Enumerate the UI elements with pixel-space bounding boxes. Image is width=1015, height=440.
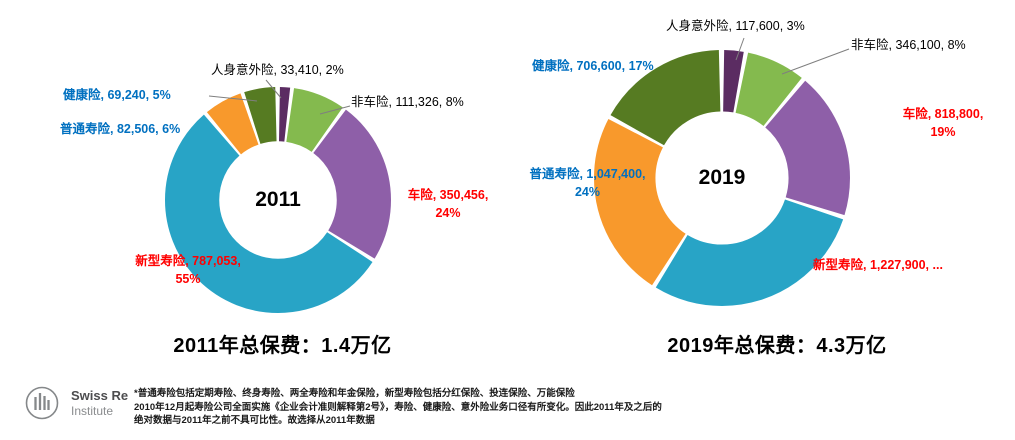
label-line: 普通寿险, 1,047,400, bbox=[529, 167, 646, 181]
label-2019-newlife: 新型寿险, 1,227,900, ... bbox=[813, 258, 943, 272]
label-line: 车险, 818,800, bbox=[902, 107, 984, 121]
footnote-line: *普通寿险包括定期寿险、终身寿险、两全寿险和年金保险，新型寿险包括分红保险、投连… bbox=[134, 388, 575, 399]
donut-chart-2019 bbox=[594, 50, 850, 306]
label-line: 车险, 350,456, bbox=[407, 188, 489, 202]
label-2019-motor: 车险, 818,800, 19% bbox=[888, 105, 998, 141]
footnote-line: 绝对数据与2011年之前不具可比性。故选择从2011年数据 bbox=[134, 415, 375, 426]
donut-segment-新型寿险 bbox=[594, 50, 850, 306]
donut-segment-新型寿险 bbox=[165, 87, 391, 313]
label-2011-accident: 人身意外险, 33,410, 2% bbox=[211, 63, 344, 77]
label-2019-health: 健康险, 706,600, 17% bbox=[532, 59, 654, 73]
footnote: *普通寿险包括定期寿险、终身寿险、两全寿险和年金保险，新型寿险包括分红保险、投连… bbox=[134, 387, 774, 428]
brand-name: Swiss Re bbox=[71, 387, 129, 403]
caption-2019: 2019年总保费：4.3万亿 bbox=[667, 335, 887, 357]
label-2019-accident: 人身意外险, 117,600, 3% bbox=[666, 19, 805, 33]
label-2011-newlife: 新型寿险, 787,053, 55% bbox=[113, 252, 263, 288]
swissre-logo-icon bbox=[25, 386, 59, 420]
caption-2011: 2011年总保费：1.4万亿 bbox=[173, 335, 392, 357]
donut-segment-车险 bbox=[165, 87, 391, 313]
label-line: 新型寿险, 787,053, bbox=[135, 254, 241, 268]
label-2011-ordinary: 普通寿险, 82,506, 6% bbox=[60, 122, 181, 136]
label-line: 19% bbox=[930, 125, 956, 140]
donut-svg-2011 bbox=[165, 87, 391, 313]
brand-subtitle: Institute bbox=[71, 403, 114, 418]
label-2019-ordinary: 普通寿险, 1,047,400, 24% bbox=[510, 165, 665, 201]
donut-chart-2011 bbox=[165, 87, 391, 313]
brand-text: Swiss Re Institute bbox=[71, 388, 128, 419]
donut-svg-2019 bbox=[594, 50, 850, 306]
label-line: 55% bbox=[175, 272, 201, 287]
label-line: 24% bbox=[435, 206, 461, 221]
donut-segment-普通寿险 bbox=[594, 50, 850, 306]
label-2019-nonmotor: 非车险, 346,100, 8% bbox=[851, 38, 966, 52]
footnote-line: 2010年12月起寿险公司全面实施《企业会计准则解释第2号》，寿险、健康险、意外… bbox=[134, 401, 662, 413]
label-2011-motor: 车险, 350,456, 24% bbox=[392, 186, 504, 222]
swissre-logo: Swiss Re Institute bbox=[22, 383, 128, 423]
label-2011-health: 健康险, 69,240, 5% bbox=[63, 88, 171, 102]
donut-segment-车险 bbox=[594, 50, 850, 306]
label-line: 24% bbox=[574, 185, 601, 200]
label-2011-nonmotor: 非车险, 111,326, 8% bbox=[351, 95, 464, 109]
